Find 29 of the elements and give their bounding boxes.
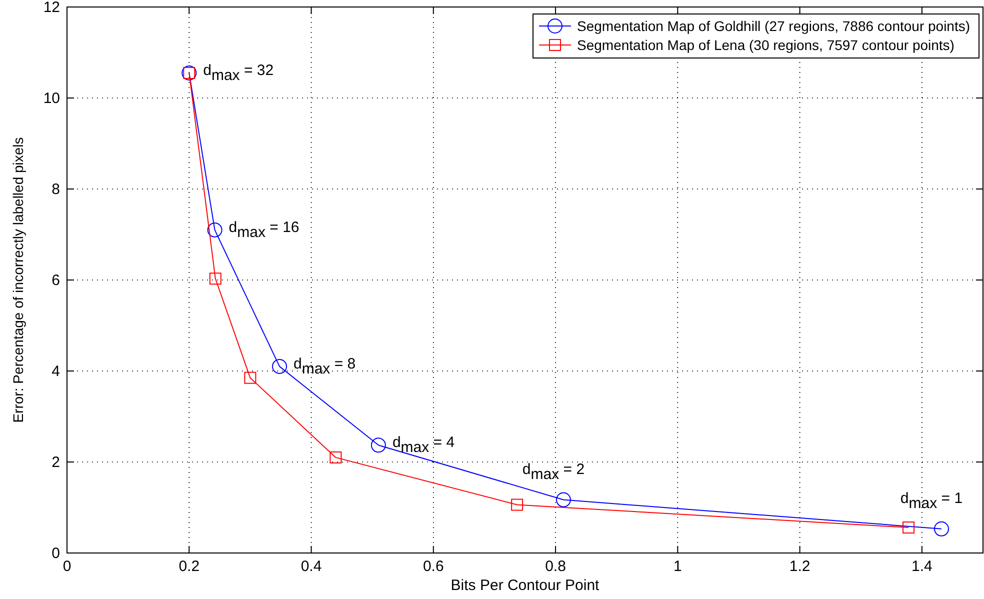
x-tick-label: 0 bbox=[62, 558, 72, 575]
x-tick-label: 0.8 bbox=[545, 558, 566, 575]
x-tick-label: 0.4 bbox=[300, 558, 322, 575]
point bbox=[207, 222, 222, 238]
x-tick-label: 0.2 bbox=[178, 558, 200, 575]
legend-label: Segmentation Map of Lena (30 regions, 7597 contour points) bbox=[577, 37, 954, 53]
point bbox=[511, 498, 524, 511]
y-tick-label: 0 bbox=[52, 545, 60, 562]
y-tick-label: 6 bbox=[52, 272, 60, 289]
y-tick-label: 4 bbox=[52, 363, 60, 380]
point bbox=[934, 521, 949, 536]
y-tick-label: 8 bbox=[52, 181, 60, 198]
x-tick-label: 1.4 bbox=[912, 558, 932, 575]
point bbox=[370, 438, 386, 453]
x-axis-title: Bits Per Contour Point bbox=[450, 577, 600, 594]
x-tick-label: 1 bbox=[673, 558, 682, 575]
y-axis-title: Error: Percentage of incorrectly labelled pixels bbox=[10, 137, 26, 423]
y-tick-label: 2 bbox=[52, 454, 60, 471]
legend-label: Segmentation Map of Goldhill (27 regions, 7886 contour points) bbox=[577, 18, 970, 34]
y-tick-label: 10 bbox=[43, 90, 60, 107]
point bbox=[902, 522, 914, 534]
point bbox=[244, 372, 256, 384]
x-tick-label: 1.2 bbox=[789, 558, 810, 575]
point bbox=[209, 272, 222, 285]
x-tick-label: 0.6 bbox=[422, 558, 444, 575]
point bbox=[556, 492, 571, 508]
y-tick-label: 12 bbox=[43, 0, 60, 16]
point bbox=[272, 358, 288, 374]
point bbox=[330, 451, 342, 464]
